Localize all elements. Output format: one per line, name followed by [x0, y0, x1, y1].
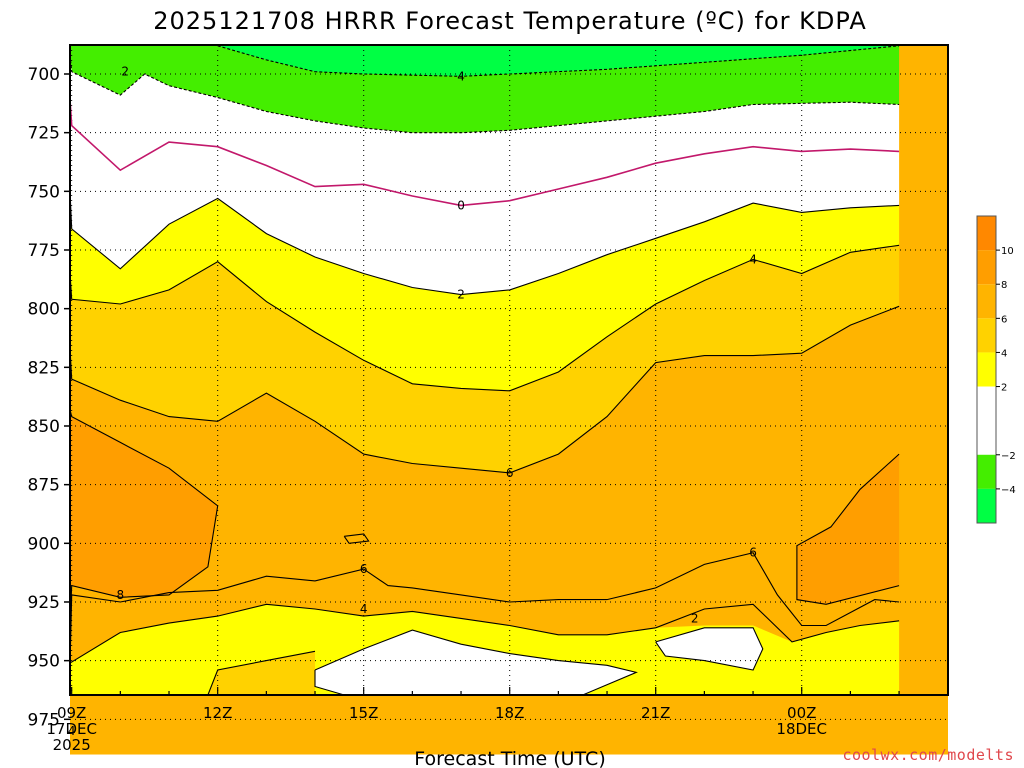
isotherm-label-10: 4: [360, 602, 368, 616]
isotherm-label-0: 4: [457, 69, 465, 83]
cold-pocket-white: [655, 627, 763, 670]
isotherm-4-4: [69, 244, 900, 392]
colorbar-tick-label-1: 8: [1001, 280, 1007, 291]
x-tick-label-12Z-line1: 12Z: [203, 704, 232, 722]
isotherm-label-9: 6: [360, 562, 368, 576]
x-tick-label-00Z-line2: 18DEC: [776, 720, 827, 738]
isotherm-6-15: [343, 533, 370, 544]
band-minus-4: [70, 45, 900, 133]
x-tick-label-21Z-line1: 21Z: [641, 704, 670, 722]
isotherm-6-5: [69, 305, 900, 474]
isotherm-minus-2-1: [69, 55, 900, 134]
band-minus-2: [70, 55, 900, 206]
isotherm-4-10: [69, 603, 900, 689]
band-4: [70, 245, 900, 473]
isotherm-label-13: 4: [68, 724, 76, 738]
colorbar-band-4: [977, 318, 996, 353]
y-tick-label-825: 825: [28, 358, 60, 378]
colorbar-tick-label-5: −2: [1001, 451, 1016, 462]
credit-text: coolwx.com/modelts: [842, 746, 1014, 764]
isotherm-label-layer: 4 2 0 2 4 6 8 6 6 4 2 4: [68, 65, 757, 738]
band-0: [70, 99, 900, 295]
y-tick-label-800: 800: [28, 300, 60, 320]
isotherm-label-1: 2: [121, 65, 129, 79]
y-tick-label-850: 850: [28, 417, 60, 437]
x-tick-label-00Z-line1: 00Z: [787, 704, 816, 722]
x-tick-label-09Z-line2: 17DEC: [46, 720, 97, 738]
chart-title: 2025121708 HRRR Forecast Temperature (ºC…: [153, 7, 867, 35]
y-tick-label-725: 725: [28, 124, 60, 144]
x-axis-label: Forecast Time (UTC): [414, 748, 605, 768]
band-8-west: [70, 409, 218, 680]
colorbar: 10 8 6 4 2 −2 −4: [976, 215, 1016, 524]
y-tick-label-700: 700: [28, 65, 60, 85]
isotherm-label-11: 2: [691, 611, 699, 625]
colorbar-tick-label-4: 2: [1001, 383, 1007, 394]
y-tick-label-975: 975: [28, 710, 60, 730]
x-tick-label-09Z-line3: 2025: [53, 736, 91, 754]
y-tick-label-750: 750: [28, 182, 60, 202]
band-8-east: [796, 454, 900, 605]
plot-frame: [69, 44, 949, 696]
colorbar-frame: [976, 215, 997, 524]
y-tick-label-950: 950: [28, 652, 60, 672]
isotherm-label-2: 0: [457, 198, 465, 212]
y-tick-label-925: 925: [28, 593, 60, 613]
colorbar-tick-label-3: 4: [1001, 348, 1007, 359]
isotherm-2-3: [69, 191, 900, 296]
colorbar-band-minus-4: [977, 454, 996, 489]
colorbar-band-2: [977, 352, 996, 387]
x-tick-label-09Z-line1: 09Z: [57, 704, 86, 722]
colorbar-band-minus-6: [977, 488, 996, 523]
y-axis: 700 725 750 775 800 825 850 875 900 925 950 975: [28, 65, 70, 730]
isotherm-label-6: 8: [117, 588, 125, 602]
y-tick-label-775: 775: [28, 241, 60, 261]
colorbar-band-10: [977, 216, 996, 251]
band-2: [70, 191, 900, 391]
isotherm-label-4: 4: [749, 252, 757, 266]
isotherm-label-5: 6: [506, 466, 514, 480]
isotherm-minus-4-0: [217, 45, 900, 77]
isotherm-layer: [69, 45, 900, 696]
colorbar-band-8: [977, 250, 996, 285]
band-minus-6: [70, 45, 900, 77]
x-tick-label-15Z-line1: 15Z: [349, 704, 378, 722]
colorbar-tick-label-2: 6: [1001, 314, 1007, 325]
colorbar-band-minus-2: [977, 386, 996, 455]
colorbar-tick-label-6: −4: [1001, 485, 1016, 496]
temperature-fill-layer: [70, 45, 900, 695]
x-tick-label-18Z-line1: 18Z: [495, 704, 524, 722]
colorbar-band-6: [977, 284, 996, 319]
isotherm-label-3: 2: [457, 288, 465, 302]
isotherm-6-9: [69, 552, 900, 666]
isotherm-2-11: [655, 627, 764, 671]
y-tick-label-900: 900: [28, 534, 60, 554]
isotherm-8-8: [796, 453, 900, 605]
colorbar-tick-label-0: 10: [1001, 246, 1014, 257]
warm-nose-white: [315, 630, 637, 695]
isotherm-label-8: 6: [749, 546, 757, 560]
band-6-lowest: [70, 651, 900, 695]
isotherm-0-2: [69, 99, 900, 207]
y-tick-label-875: 875: [28, 476, 60, 496]
